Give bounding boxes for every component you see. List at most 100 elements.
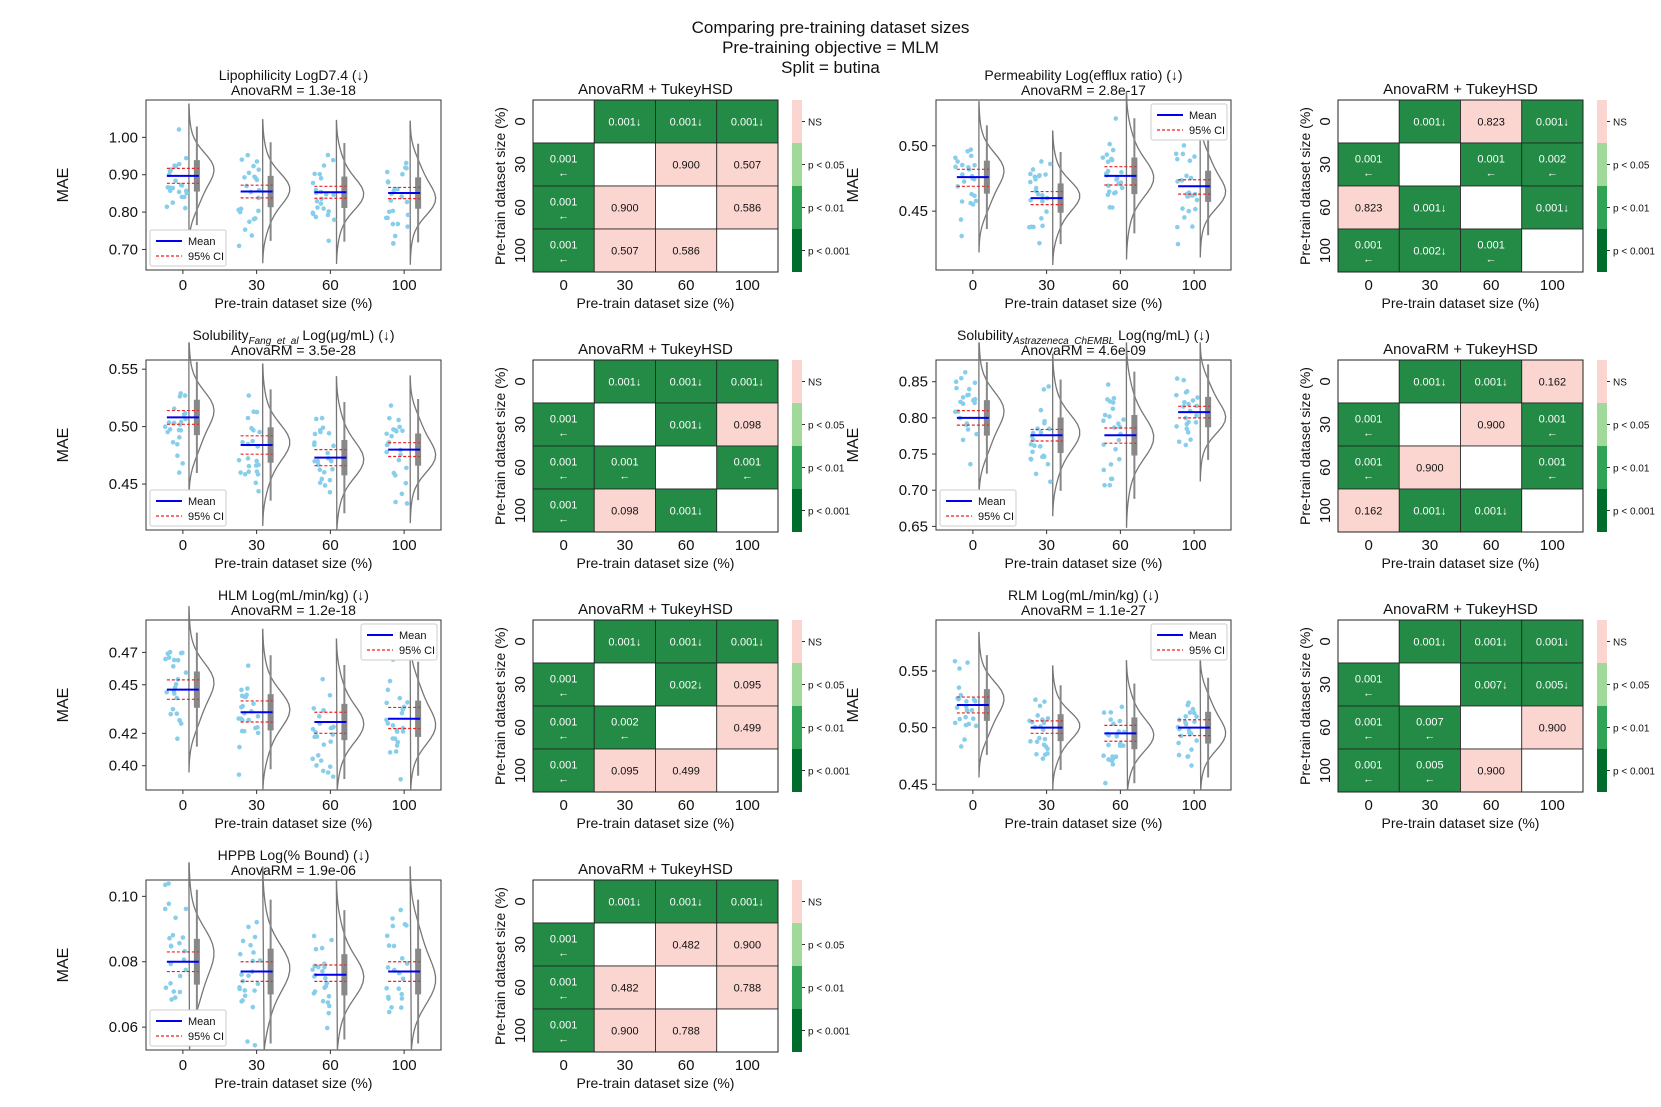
heatmap-cell-label: 0.788 [672,1026,700,1038]
heatmap-y-tick-label: 100 [512,238,529,263]
heatmap-title: AnovaRM + TukeyHSD [1383,81,1538,98]
data-point [388,198,394,203]
data-point [1045,461,1051,467]
data-point [162,424,168,430]
data-point [392,473,398,478]
data-point [166,901,172,907]
legend-mean-label: Mean [978,496,1006,508]
colorbar-label: p < 0.01 [808,204,845,215]
heatmap-cell [1337,402,1400,447]
data-point [1113,116,1119,121]
data-point [318,758,324,763]
data-point [252,1043,258,1048]
data-point [1192,710,1197,716]
data-point [974,431,979,437]
data-point [1028,457,1034,462]
heatmap-cell-label: ← [1363,688,1374,700]
data-point [182,393,188,398]
data-point [1185,194,1191,199]
data-point [961,179,967,184]
heatmap-cell-label: 0.001↓ [1413,637,1446,649]
data-point [1175,224,1180,230]
data-point [330,157,336,163]
heatmap-frame [1337,619,1584,793]
colorbar-segment [1597,143,1607,186]
heatmap-cell-label: 0.001 [550,934,578,946]
data-point [310,726,316,732]
data-point [384,700,389,706]
data-point [1176,740,1181,746]
heatmap-x-tick-label: 30 [1422,277,1439,294]
data-point [245,663,251,668]
x-tick-label: 30 [248,797,265,814]
heatmap-cell [1398,662,1461,707]
data-point [239,972,244,977]
heatmap-cell [655,445,718,490]
data-point [1035,191,1041,197]
heatmap-cell [1460,705,1523,750]
heatmap-cell [1521,445,1584,490]
heatmap-y-tick-label: 60 [1317,199,1334,216]
y-tick-label: 0.45 [899,776,928,793]
heatmap-cell-label: 0.001 [1477,154,1505,166]
heatmap-y-axis-label: Pre-train dataset size (%) [492,887,508,1045]
data-point [171,421,176,426]
data-point [310,211,316,217]
data-point [177,940,182,946]
data-point [1119,169,1124,175]
legend: Mean 95% CI [939,489,1017,527]
heatmap-x-axis-label: Pre-train dataset size (%) [577,815,735,831]
data-point [405,700,410,705]
data-point [237,951,243,957]
legend-ci-label: 95% CI [188,251,224,263]
colorbar-segment [1597,186,1607,229]
data-point [1193,420,1199,425]
heatmap-cell-label: 0.001 [550,977,578,989]
colorbar-segment [792,620,802,663]
panel-anova: AnovaRM = 2.8e-17 [1021,82,1146,98]
heatmap-title: AnovaRM + TukeyHSD [578,81,733,98]
data-point [313,214,319,220]
heatmap-x-tick-label: 0 [559,277,567,294]
heatmap-y-tick-label: 30 [1317,156,1334,173]
heatmap-cell [655,359,718,404]
x-axis-label: Pre-train dataset size (%) [1005,555,1163,571]
data-point [1111,425,1117,430]
y-axis-label: MAE [55,688,72,723]
colorbar-segment [1597,100,1607,143]
data-point [1110,762,1116,767]
data-point [1184,173,1189,179]
data-point [966,386,972,392]
data-point [312,171,317,177]
data-point [248,942,253,948]
heatmap-x-tick-label: 30 [1422,797,1439,814]
heatmap-y-tick-label: 30 [512,676,529,693]
data-point [955,409,961,414]
colorbar-segment [792,186,802,229]
violin-shape [1125,91,1155,260]
data-point [958,744,964,749]
data-point [964,708,970,714]
heatmap-cell [716,1008,779,1053]
colorbar-label: NS [808,118,822,129]
heatmap-y-tick-label: 60 [512,719,529,736]
heatmap-cell [593,922,656,967]
axes-frame [145,619,442,791]
heatmap-cell [1337,99,1400,144]
heatmap-cell-label: 0.001 [1539,414,1567,426]
y-tick-label: 0.10 [109,888,138,905]
data-point [1173,151,1179,157]
heatmap-cell [716,445,779,490]
data-point [1181,377,1187,383]
data-point [254,159,260,164]
heatmap-y-tick-label: 0 [512,637,529,645]
heatmap-cell-label: 0.001↓ [1536,203,1569,215]
y-axis-label: MAE [845,168,862,203]
heatmap-cell [532,965,595,1010]
heatmap-cell-label: 0.788 [734,983,762,995]
heatmap-cell [1521,705,1584,750]
violin-shape [409,866,437,1051]
heatmap-panel-1: AnovaRM + TukeyHSD 0.001↓ 0.001↓ 0.001↓ 0.00… [492,81,850,311]
data-point [1041,454,1047,460]
data-point [399,194,404,199]
